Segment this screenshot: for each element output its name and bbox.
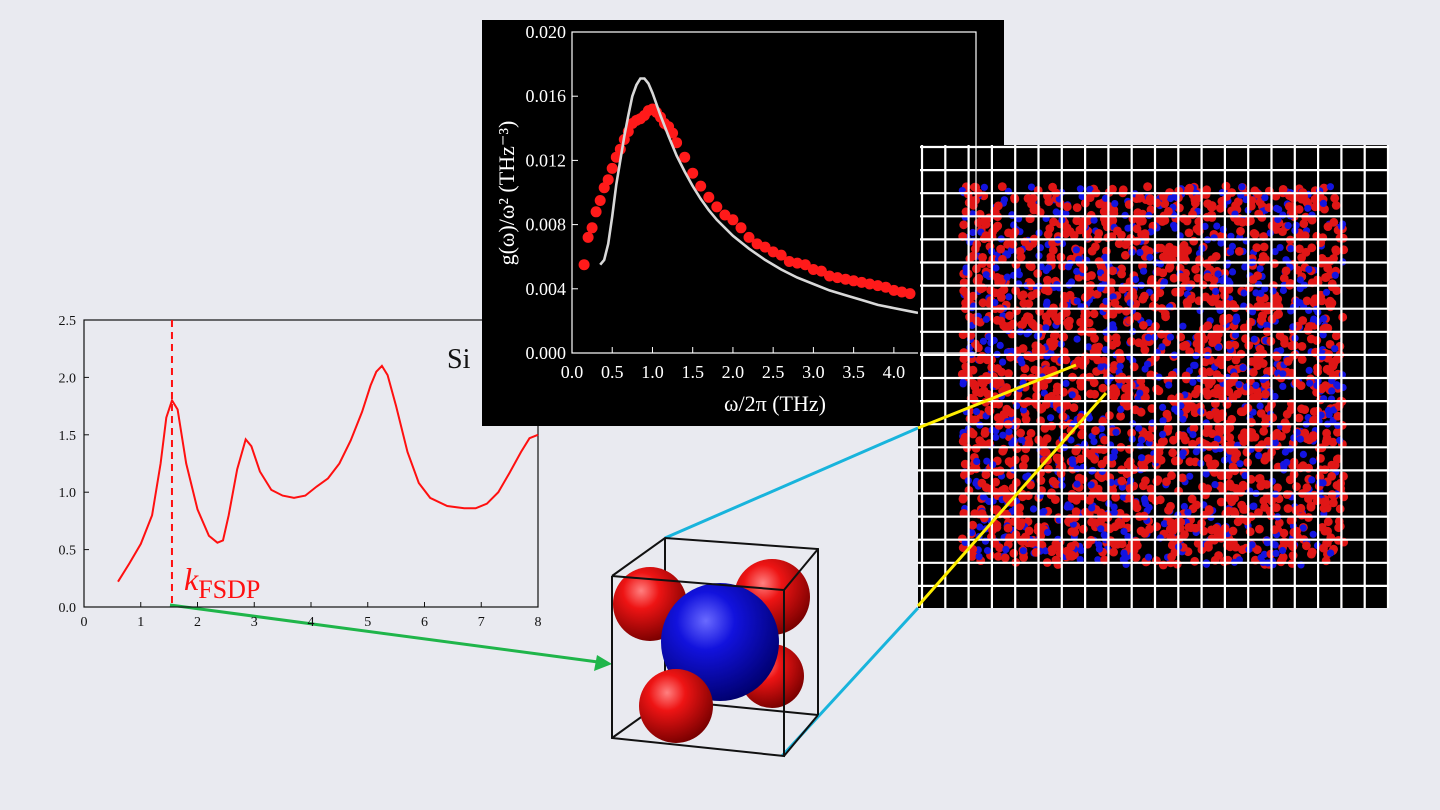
dos-y-axis-label: g(ω)/ω² (THz⁻³) <box>494 121 519 266</box>
dos-data-point <box>743 231 755 243</box>
dos-data-point <box>671 137 683 149</box>
dos-data-point <box>735 222 747 234</box>
dos-x-tick-label: 2.5 <box>762 362 785 382</box>
kfsdp-label: kFSDP <box>184 561 260 604</box>
cyan-line-top <box>664 426 919 540</box>
dos-y-tick-label: 0.000 <box>526 343 567 363</box>
dos-data-point <box>775 249 787 261</box>
dos-data-point <box>711 201 723 213</box>
dos-plot-frame <box>571 31 977 354</box>
dos-x-tick-label: 3.5 <box>842 362 865 382</box>
dos-x-tick-label: 3.0 <box>802 362 825 382</box>
dos-data-point <box>594 195 606 206</box>
dos-data-point <box>606 162 618 174</box>
dos-panel-cutout-edge <box>918 145 920 426</box>
yellow-line-top <box>917 363 1077 430</box>
sq-x-tick-label: 7 <box>478 615 485 630</box>
sq-y-tick-label: 2.5 <box>59 314 77 329</box>
dos-y-tick-label: 0.020 <box>526 22 567 42</box>
dos-data-point <box>695 180 707 192</box>
sq-curve-series <box>117 364 539 583</box>
dos-data-point <box>578 259 590 271</box>
dos-x-tick-label: 1.5 <box>681 362 704 382</box>
dos-data-point <box>904 288 916 300</box>
sq-x-tick-label: 4 <box>308 615 315 630</box>
dos-data-point <box>602 174 614 186</box>
dos-data-point <box>759 241 771 253</box>
dos-data-point <box>679 151 691 163</box>
dos-x-tick-label: 1.0 <box>641 362 664 382</box>
dos-y-tick-label: 0.008 <box>526 215 567 235</box>
dos-data-point <box>703 191 715 203</box>
dos-data-point <box>815 265 827 277</box>
dos-data-point <box>586 222 598 234</box>
dos-data-point <box>590 206 602 218</box>
sq-y-tick-label: 0.5 <box>59 544 77 559</box>
atom-grid-lines <box>918 145 1390 608</box>
sq-x-tick-label: 6 <box>421 615 428 630</box>
oxygen-atom-bottom-left <box>639 669 713 743</box>
dos-curve-series <box>599 77 919 315</box>
dos-data-point <box>799 259 811 271</box>
dos-data-point <box>719 209 731 221</box>
dos-y-tick-label: 0.016 <box>526 86 567 106</box>
sq-x-tick-label: 2 <box>194 615 201 630</box>
sq-x-tick-label: 3 <box>251 615 258 630</box>
sq-x-tick-label: 8 <box>535 615 542 630</box>
sq-y-tick-label: 0.0 <box>59 601 77 616</box>
dos-data-point <box>582 231 594 243</box>
kfsdp-sub: FSDP <box>198 575 260 604</box>
sq-x-tick-label: 1 <box>137 615 144 630</box>
dos-x-axis-label: ω/2π (THz) <box>724 391 826 416</box>
sq-y-tick-label: 2.0 <box>59 371 77 386</box>
sq-partial-label: Si <box>447 344 471 375</box>
yellow-line-bottom <box>916 392 1108 607</box>
kfsdp-main: k <box>184 561 199 597</box>
dos-x-tick-label: 2.0 <box>722 362 745 382</box>
dos-data-point <box>667 127 679 139</box>
dos-x-tick-label: 4.0 <box>883 362 906 382</box>
green-arrow-head <box>594 655 612 671</box>
dos-y-tick-label: 0.012 <box>526 150 567 170</box>
dos-data-point <box>727 214 739 226</box>
dos-x-tick-label: 0.0 <box>561 362 584 382</box>
unit-cell-front-edges <box>611 548 819 758</box>
dos-x-tick-label: 0.5 <box>601 362 624 382</box>
dos-data-point <box>687 167 699 179</box>
dos-y-tick-label: 0.004 <box>526 279 567 299</box>
sq-x-tick-label: 0 <box>81 615 88 630</box>
sq-x-tick-label: 5 <box>364 615 371 630</box>
sq-y-tick-label: 1.5 <box>59 429 77 444</box>
silicon-atom <box>661 583 779 701</box>
green-arrow-line <box>169 603 599 664</box>
sq-y-tick-label: 1.0 <box>59 486 77 501</box>
